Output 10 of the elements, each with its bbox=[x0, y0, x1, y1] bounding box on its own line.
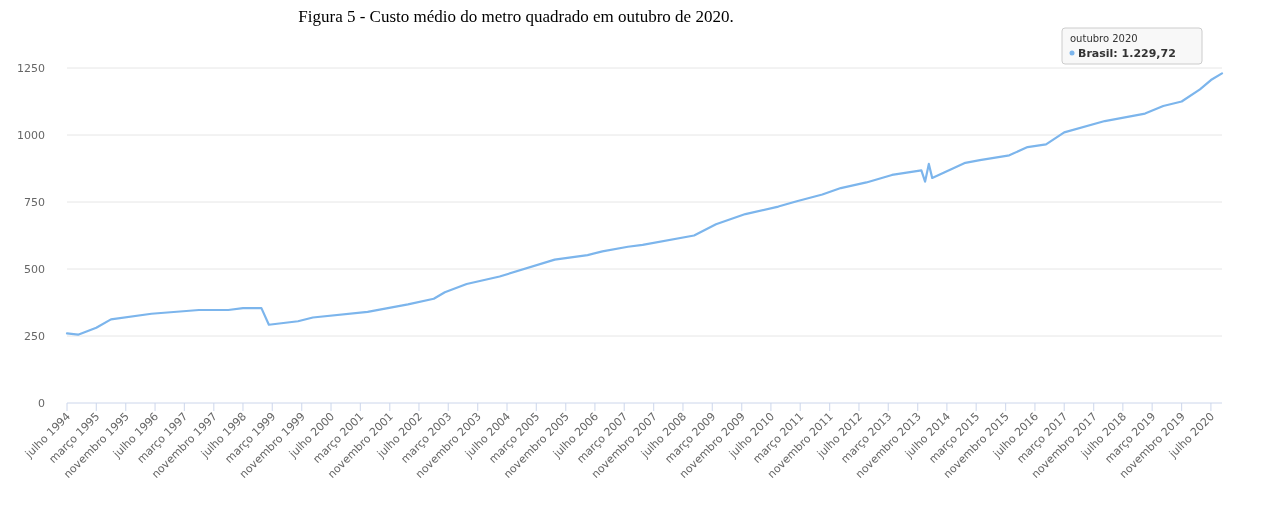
y-tick-label: 1250 bbox=[17, 61, 45, 75]
text: Brasil: 1.229,72 bbox=[1078, 47, 1176, 60]
line-series bbox=[65, 72, 1224, 336]
y-tick-label: 1000 bbox=[17, 128, 45, 142]
y-tick-label: 250 bbox=[24, 329, 45, 343]
chart-title: Figura 5 - Custo médio do metro quadrado em outubro de 2020. bbox=[298, 7, 734, 26]
y-tick-label: 500 bbox=[24, 262, 45, 276]
y-tick-label: 750 bbox=[24, 195, 45, 209]
y-tick-label: 0 bbox=[38, 396, 45, 410]
text: outubro 2020 bbox=[1070, 33, 1138, 44]
